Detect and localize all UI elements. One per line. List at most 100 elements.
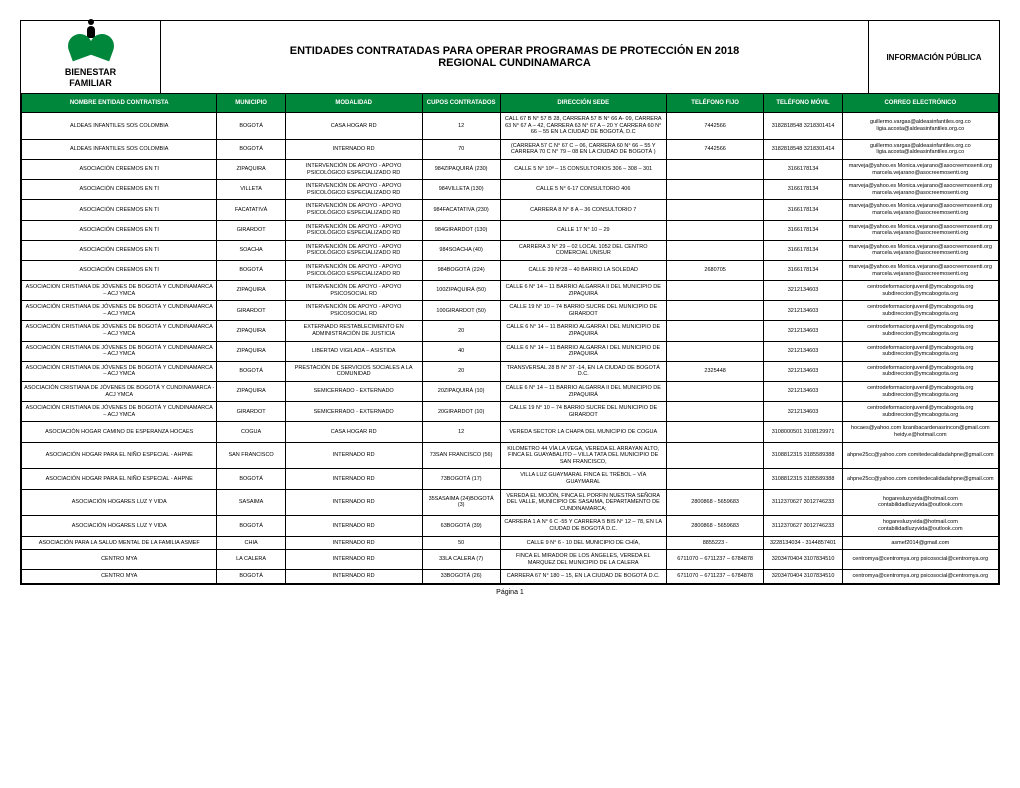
table-cell: marveja@yahoo.es Monica.vejarano@asocree… bbox=[842, 240, 998, 260]
table-cell: CALLE 6 N° 14 – 11 BARRIO ALGARRA II DEL… bbox=[500, 382, 666, 402]
table-cell: marveja@yahoo.es Monica.vejarano@asocree… bbox=[842, 260, 998, 280]
table-cell: 984FACATATIVA (230) bbox=[422, 200, 500, 220]
table-cell bbox=[666, 469, 764, 489]
table-cell: INTERNADO RD bbox=[285, 489, 422, 516]
table-cell: 3112370627 3012746233 bbox=[764, 516, 842, 536]
logo-text-line1: BIENESTAR bbox=[65, 68, 116, 77]
data-table: NOMBRE ENTIDAD CONTRATISTAMUNICIPIOMODAL… bbox=[21, 94, 999, 584]
table-cell: marveja@yahoo.es Monica.vejarano@asocree… bbox=[842, 159, 998, 179]
table-cell: 20GIRARDOT (10) bbox=[422, 402, 500, 422]
table-cell: INTERNADO RD bbox=[285, 442, 422, 469]
table-cell: 3166178134 bbox=[764, 260, 842, 280]
table-cell bbox=[666, 281, 764, 301]
table-cell: CALLE 9 N° 6 - 10 DEL MUNICIPIO DE CHÍA, bbox=[500, 536, 666, 550]
table-cell: 20 bbox=[422, 321, 500, 341]
table-cell: centrodeformacionjuvenil@ymcabogota.org … bbox=[842, 402, 998, 422]
table-cell: ZIPAQUIRA bbox=[217, 341, 285, 361]
table-cell: 33LA CALERA (7) bbox=[422, 550, 500, 570]
table-cell: CARRERA 8 N° 8 A – 36 CONSULTORIO 7 bbox=[500, 200, 666, 220]
column-header: CUPOS CONTRATADOS bbox=[422, 94, 500, 113]
table-cell: 100GIRARDOT (50) bbox=[422, 301, 500, 321]
table-cell: ASOCIACIÓN CRISTIANA DE JÓVENES DE BOGOT… bbox=[22, 361, 217, 381]
header-row: BIENESTAR FAMILIAR ENTIDADES CONTRATADAS… bbox=[21, 21, 999, 94]
table-cell: centrodeformacionjuvenil@ymcabogota.org … bbox=[842, 281, 998, 301]
table-cell: 73BOGOTÁ (17) bbox=[422, 469, 500, 489]
table-cell: SEMICERRADO - EXTERNADO bbox=[285, 382, 422, 402]
table-cell: CENTRO MYA bbox=[22, 550, 217, 570]
table-row: ASOCIACIÓN CREEMOS EN TISOACHAINTERVENCI… bbox=[22, 240, 999, 260]
column-header: TELÉFONO MÓVIL bbox=[764, 94, 842, 113]
table-cell bbox=[666, 240, 764, 260]
table-cell: 6711070 – 6711237 – 6784878 bbox=[666, 570, 764, 584]
table-cell: ASOCIACIÓN CRISTIANA DE JÓVENES DE BOGOT… bbox=[22, 341, 217, 361]
title-line2: REGIONAL CUNDINAMARCA bbox=[438, 57, 591, 69]
logo-text-line2: FAMILIAR bbox=[69, 79, 112, 88]
table-cell: centromya@centromya.org psicosocial@cent… bbox=[842, 550, 998, 570]
table-cell: ASOCIACIÓN CREEMOS EN TI bbox=[22, 159, 217, 179]
table-cell: PRESTACIÓN DE SERVICIOS SOCIALES A LA CO… bbox=[285, 361, 422, 381]
table-cell bbox=[666, 180, 764, 200]
table-cell: CALLE 5 N° 6-17 CONSULTORIO 406 bbox=[500, 180, 666, 200]
table-cell: FACATATIVÁ bbox=[217, 200, 285, 220]
table-row: CENTRO MYABOGOTÁINTERNADO RD33BOGOTÁ (26… bbox=[22, 570, 999, 584]
table-row: ASOCIACIÓN PARA LA SALUD MENTAL DE LA FA… bbox=[22, 536, 999, 550]
table-cell: 8855223 - bbox=[666, 536, 764, 550]
table-cell: 3212134603 bbox=[764, 281, 842, 301]
table-cell: BOGOTÁ bbox=[217, 570, 285, 584]
table-cell: (CARRERA 57 C N° 67 C – 06, CARRERA 60 N… bbox=[500, 139, 666, 159]
info-cell: INFORMACIÓN PÚBLICA bbox=[869, 21, 999, 93]
table-cell: CALLE 17 N° 10 – 29 bbox=[500, 220, 666, 240]
title-cell: ENTIDADES CONTRATADAS PARA OPERAR PROGRA… bbox=[161, 21, 869, 93]
table-cell: ASOCIACIÓN CREEMOS EN TI bbox=[22, 200, 217, 220]
table-row: ALDEAS INFANTILES SOS COLOMBIABOGOTÁINTE… bbox=[22, 139, 999, 159]
table-cell: 2800868 - 5659683 bbox=[666, 489, 764, 516]
table-cell: INTERNADO RD bbox=[285, 550, 422, 570]
table-cell: 3212134603 bbox=[764, 341, 842, 361]
table-cell: CASA HOGAR RD bbox=[285, 113, 422, 140]
table-cell: 3182818548 3218301414 bbox=[764, 139, 842, 159]
table-cell: hogaresluzyvida@hotmail.com contabilidad… bbox=[842, 516, 998, 536]
table-cell: BOGOTÁ bbox=[217, 139, 285, 159]
table-body: ALDEAS INFANTILES SOS COLOMBIABOGOTÁCASA… bbox=[22, 113, 999, 584]
table-cell: ZIPAQUIRA bbox=[217, 382, 285, 402]
table-row: ASOCIACIÓN CRISTIANA DE JÓVENES DE BOGOT… bbox=[22, 321, 999, 341]
table-cell: 2325448 bbox=[666, 361, 764, 381]
table-cell: 984SOACHA (40) bbox=[422, 240, 500, 260]
table-cell: ZIPAQUIRA bbox=[217, 159, 285, 179]
table-cell: VEREDA EL MOJÓN, FINCA EL PORFIN NUESTRA… bbox=[500, 489, 666, 516]
table-cell: centrodeformacionjuvenil@ymcabogota.org … bbox=[842, 361, 998, 381]
table-cell: CALLE 6 N° 14 – 11 BARRIO ALGARRA I DEL … bbox=[500, 341, 666, 361]
table-cell: CASA HOGAR RD bbox=[285, 422, 422, 442]
table-cell: 3203470404 3107834510 bbox=[764, 570, 842, 584]
table-cell: TRANSVERSAL 28 B N° 37 -14, EN LA CIUDAD… bbox=[500, 361, 666, 381]
table-cell bbox=[666, 301, 764, 321]
table-row: ASOCIACIÓN CREEMOS EN TIGIRARDOTINTERVEN… bbox=[22, 220, 999, 240]
table-cell: ASOCIACION CRISTIANA DE JÓVENES DE BOGOT… bbox=[22, 281, 217, 301]
table-cell: ASOCIACIÓN CRISTIANA DE JÓVENES DE BOGOT… bbox=[22, 382, 217, 402]
table-cell: EXTERNADO RESTABLECIMIENTO EN ADMINISTRA… bbox=[285, 321, 422, 341]
table-cell: ALDEAS INFANTILES SOS COLOMBIA bbox=[22, 139, 217, 159]
table-cell: guillermo.vargas@aldeasinfantiles.org.co… bbox=[842, 139, 998, 159]
table-cell: ASOCIACIÓN CRISTIANA DE JÓVENES DE BOGOT… bbox=[22, 402, 217, 422]
table-cell: CALLE 6 N° 14 – 11 BARRIO ALGARRA II DEL… bbox=[500, 281, 666, 301]
table-cell: CALLE 19 N° 10 – 74 BARRIO SUCRE DEL MUN… bbox=[500, 402, 666, 422]
table-cell: 3112370627 3012746233 bbox=[764, 489, 842, 516]
table-cell: 984BOGOTÁ (224) bbox=[422, 260, 500, 280]
table-cell: marveja@yahoo.es Monica.vejarano@asocree… bbox=[842, 180, 998, 200]
table-cell: VEREDA SECTOR LA CHAPA DEL MUNICIPIO DE … bbox=[500, 422, 666, 442]
table-cell: 2800868 - 5659683 bbox=[666, 516, 764, 536]
table-cell: 12 bbox=[422, 113, 500, 140]
table-cell: 3108812315 3185589388 bbox=[764, 469, 842, 489]
column-header: MUNICIPIO bbox=[217, 94, 285, 113]
table-row: ASOCIACIÓN CREEMOS EN TIVILLETAINTERVENC… bbox=[22, 180, 999, 200]
table-cell: 12 bbox=[422, 422, 500, 442]
table-cell: INTERNADO RD bbox=[285, 536, 422, 550]
column-header: NOMBRE ENTIDAD CONTRATISTA bbox=[22, 94, 217, 113]
table-cell: ASOCIACIÓN HOGAR CAMINO DE ESPERANZA HOC… bbox=[22, 422, 217, 442]
table-cell: centrodeformacionjuvenil@ymcabogota.org … bbox=[842, 321, 998, 341]
table-cell: 20 bbox=[422, 361, 500, 381]
table-cell: guillermo.vargas@aldeasinfantiles.org.co… bbox=[842, 113, 998, 140]
table-row: ASOCIACIÓN CRISTIANA DE JÓVENES DE BOGOT… bbox=[22, 402, 999, 422]
table-cell: INTERVENCIÓN DE APOYO - APOYO PSICOLÓGIC… bbox=[285, 240, 422, 260]
table-cell: BOGOTÁ bbox=[217, 113, 285, 140]
